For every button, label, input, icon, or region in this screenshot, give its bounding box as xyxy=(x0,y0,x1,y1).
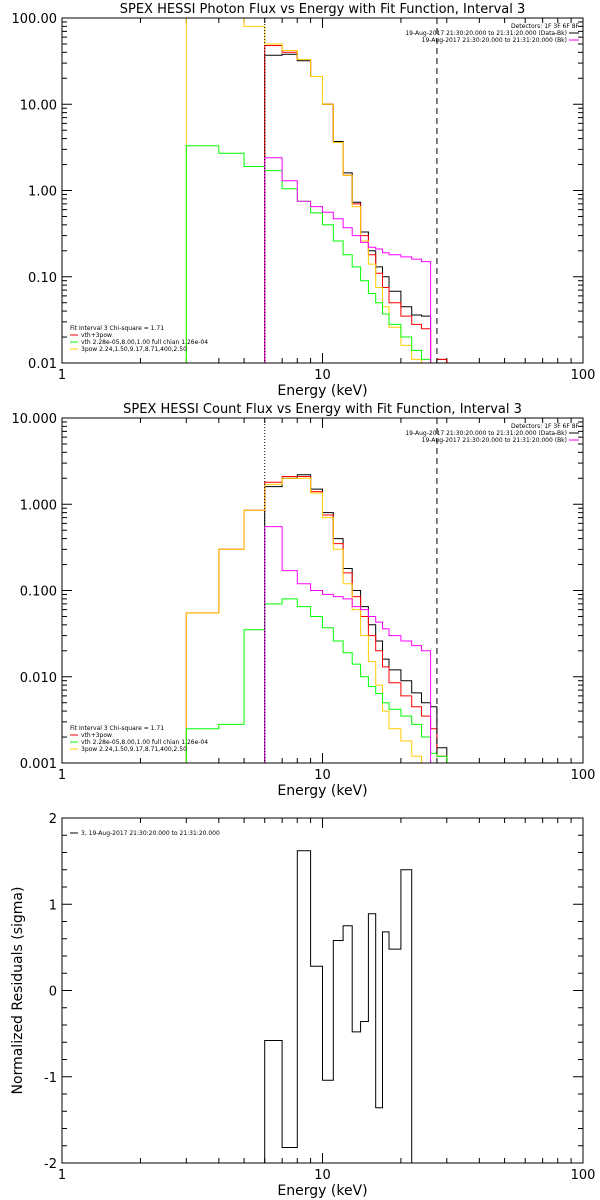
series-line-2 xyxy=(185,477,447,763)
x-axis: 1 10 100 xyxy=(58,818,596,1183)
legend-entry: vth 2.28e-05,8.00,1.00 full chian 1.26e-… xyxy=(81,339,208,346)
y-tick-label: 0.010 xyxy=(20,671,57,686)
legend-entry: 19-Aug-2017 21:30:20.000 to 21:31:20.000… xyxy=(405,430,567,437)
x-tick-label: 1 xyxy=(58,1168,66,1183)
y-tick-label: 1.000 xyxy=(20,498,57,513)
legend-header: Fit Interval 3 Chi-square = 1.71 xyxy=(70,725,164,732)
x-tick-label: 10 xyxy=(314,1168,331,1183)
x-axis-label: Energy (keV) xyxy=(277,383,367,399)
y-axis-label: Normalized Residuals (sigma) xyxy=(10,887,26,1095)
legend-bottom: Fit Interval 3 Chi-square = 1.71vth+3pow… xyxy=(70,325,208,353)
x-tick-label: 100 xyxy=(571,368,596,383)
legend-top: 3, 19-Aug-2017 21:30:20.000 to 21:31:20.… xyxy=(70,830,220,837)
y-tick-label: 2 xyxy=(49,812,57,827)
plot-area xyxy=(185,474,448,763)
y-axis: 2 1 0 -1 -2 xyxy=(44,812,583,1172)
series-line-3 xyxy=(185,145,447,363)
y-tick-label: 0.001 xyxy=(20,757,57,772)
plot-frame xyxy=(61,817,584,1164)
y-tick-label: 100.00 xyxy=(12,12,58,27)
legend-header: Detectors: 1F 3F 6F 8F xyxy=(511,23,580,30)
series-line-0 xyxy=(264,474,448,763)
legend-entry: 3pow 2.24,1.50,9.17,8.71,400,2.50 xyxy=(81,746,187,753)
series-line-0 xyxy=(264,53,448,363)
series-line-1 xyxy=(185,476,448,763)
series-line-2 xyxy=(185,18,447,363)
legend-bottom: Fit Interval 3 Chi-square = 1.71vth+3pow… xyxy=(70,725,208,753)
x-tick-label: 10 xyxy=(314,368,331,383)
plot-frame xyxy=(61,17,584,364)
plot-area xyxy=(185,18,448,363)
x-tick-label: 1 xyxy=(58,368,66,383)
y-tick-label: 10.000 xyxy=(12,412,58,427)
legend-entry: vth+3pow xyxy=(81,732,112,739)
plot-frame xyxy=(61,417,584,764)
chart-title: SPEX HESSI Photon Flux vs Energy with Fi… xyxy=(120,2,526,17)
y-tick-label: 1 xyxy=(49,898,57,913)
legend-entry: 19-Aug-2017 21:30:20.000 to 21:31:20.000… xyxy=(422,37,567,44)
legend-header: Detectors: 1F 3F 6F 8F xyxy=(511,423,580,430)
y-tick-label: 0.100 xyxy=(20,585,57,600)
x-axis-label: Energy (keV) xyxy=(277,783,367,799)
y-tick-label: 10.00 xyxy=(20,98,57,113)
legend-entry: 19-Aug-2017 21:30:20.000 to 21:31:20.000… xyxy=(405,30,567,37)
y-axis: 10.000 1.000 0.100 0.010 0.001 xyxy=(12,412,583,772)
x-tick-label: 1 xyxy=(58,768,66,783)
x-tick-label: 100 xyxy=(571,768,596,783)
legend-header: Fit Interval 3 Chi-square = 1.71 xyxy=(70,325,164,332)
chart-title: SPEX HESSI Count Flux vs Energy with Fit… xyxy=(123,402,522,417)
y-tick-label: 0.10 xyxy=(28,271,57,286)
series-line-4 xyxy=(264,157,432,363)
legend-entry: 3, 19-Aug-2017 21:30:20.000 to 21:31:20.… xyxy=(81,830,220,837)
legend-entry: 19-Aug-2017 21:30:20.000 to 21:31:20.000… xyxy=(422,437,567,444)
plot-area xyxy=(264,850,413,1163)
y-tick-label: 0.01 xyxy=(28,357,57,372)
series-line-4 xyxy=(264,526,432,763)
x-tick-label: 100 xyxy=(571,1168,596,1183)
y-tick-label: -2 xyxy=(44,1157,57,1172)
x-axis-label: Energy (keV) xyxy=(277,1183,367,1199)
legend-entry: vth 2.28e-05,8.00,1.00 full chian 1.26e-… xyxy=(81,739,208,746)
x-tick-label: 10 xyxy=(314,768,331,783)
count-flux-panel: SPEX HESSI Count Flux vs Energy with Fit… xyxy=(12,402,596,799)
legend-entry: vth+3pow xyxy=(81,332,112,339)
legend-entry: 3pow 2.24,1.50,9.17,8.71,400,2.50 xyxy=(81,346,187,353)
y-tick-label: 0 xyxy=(49,985,57,1000)
y-axis: 100.00 10.00 1.00 0.10 0.01 xyxy=(12,12,583,372)
series-line-0 xyxy=(264,850,413,1163)
photon-flux-panel: SPEX HESSI Photon Flux vs Energy with Fi… xyxy=(12,2,596,399)
series-line-3 xyxy=(185,598,448,763)
y-tick-label: 1.00 xyxy=(28,185,57,200)
y-tick-label: -1 xyxy=(44,1071,57,1086)
